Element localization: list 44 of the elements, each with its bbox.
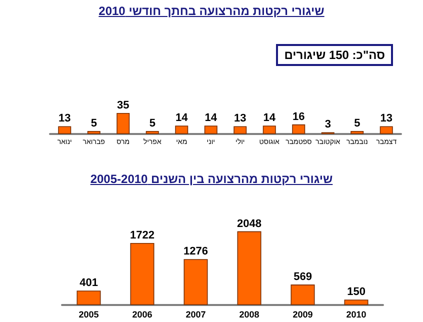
x-tick-label: 2005 bbox=[78, 310, 99, 320]
text: סה"כ: 150 שיגורים bbox=[276, 44, 393, 66]
data-label: 16 bbox=[292, 110, 305, 123]
data-label: 5 bbox=[90, 118, 97, 130]
bar bbox=[76, 290, 101, 305]
bar bbox=[184, 259, 208, 305]
chart-title: שיגורי רקטות מהרצועה בחתך חודשי 2010 bbox=[98, 4, 326, 18]
bar bbox=[204, 126, 218, 134]
bar bbox=[58, 126, 72, 134]
data-label: 150 bbox=[347, 286, 366, 298]
bar bbox=[292, 124, 306, 134]
x-tick-label: 2008 bbox=[239, 310, 260, 320]
bar bbox=[234, 126, 247, 134]
data-label: 2048 bbox=[237, 218, 262, 230]
data-label: 569 bbox=[294, 271, 312, 284]
bar bbox=[116, 113, 130, 134]
data-label: 13 bbox=[380, 112, 392, 125]
data-label: 1276 bbox=[184, 246, 208, 258]
bar bbox=[262, 126, 276, 134]
bar bbox=[290, 284, 315, 305]
bar bbox=[130, 243, 154, 305]
data-label: 14 bbox=[204, 112, 218, 124]
bar bbox=[175, 126, 188, 134]
data-label: 401 bbox=[80, 277, 98, 290]
data-label: 13 bbox=[58, 112, 71, 125]
data-label: 3 bbox=[324, 118, 331, 131]
x-tick-label: 2006 bbox=[132, 310, 152, 320]
data-label: 5 bbox=[149, 118, 156, 130]
x-tick-label: 2009 bbox=[292, 310, 313, 320]
data-label: 14 bbox=[176, 112, 189, 124]
data-label: 1722 bbox=[130, 230, 154, 242]
data-label: 35 bbox=[117, 100, 130, 112]
bar bbox=[350, 131, 364, 134]
bar bbox=[237, 231, 262, 305]
bar bbox=[146, 131, 159, 134]
data-label: 13 bbox=[234, 112, 246, 125]
chart-title: שיגורי רקטות מהרצועה בין השנים 2005-2010 bbox=[89, 172, 334, 186]
data-label: 14 bbox=[263, 112, 276, 124]
x-tick-label: 2010 bbox=[346, 310, 366, 320]
bar bbox=[380, 126, 393, 134]
bar bbox=[344, 300, 368, 305]
bar bbox=[87, 131, 100, 134]
data-label: 5 bbox=[354, 118, 360, 130]
x-tick-label: 2007 bbox=[186, 310, 206, 320]
